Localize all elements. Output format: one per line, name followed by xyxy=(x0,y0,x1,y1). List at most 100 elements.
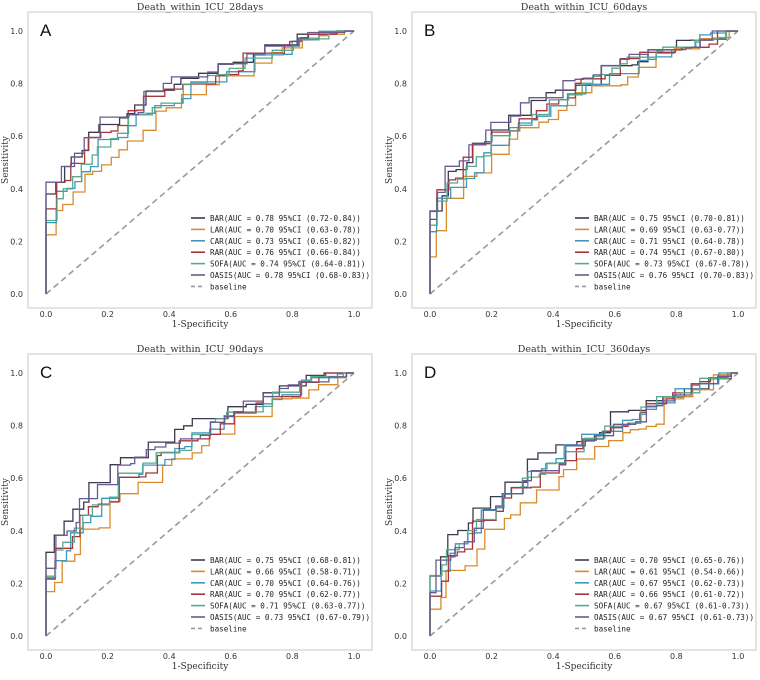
baseline-line xyxy=(429,30,739,295)
legend-label-oasis: OASIS(AUC = 0.78 95%CI (0.68-0.83)) xyxy=(210,271,370,280)
x-axis-label: 1-Specificity xyxy=(172,320,229,330)
roc-curve-sofa xyxy=(429,30,738,294)
y-tick-label: 0.6 xyxy=(394,132,407,141)
y-axis-label: Sensitivity xyxy=(385,477,395,526)
y-tick-label: 0.8 xyxy=(10,80,23,89)
legend-label-baseline: baseline xyxy=(594,624,631,633)
legend-label-car: CAR(AUC = 0.71 95%CI (0.64-0.78)) xyxy=(594,237,745,246)
legend-label-bar: BAR(AUC = 0.78 95%CI (0.72-0.84)) xyxy=(210,214,361,223)
x-tick-label: 0.6 xyxy=(224,652,237,661)
legend-label-rar: RAR(AUC = 0.76 95%CI (0.66-0.84)) xyxy=(210,248,361,257)
x-tick-label: 0.6 xyxy=(608,652,621,661)
chart-title: Death_within_ICU_360days xyxy=(518,344,651,355)
plot-frame xyxy=(27,353,373,651)
legend-label-lar: LAR(AUC = 0.61 95%CI (0.54-0.66)) xyxy=(594,567,745,576)
roc-curve-bar xyxy=(45,372,354,636)
roc-curve-rar xyxy=(429,372,738,636)
x-tick-label: 1.0 xyxy=(348,652,361,661)
legend-label-oasis: OASIS(AUC = 0.73 95%CI (0.67-0.79)) xyxy=(210,613,370,622)
y-axis-label: Sensitivity xyxy=(1,477,11,526)
panel-c: Death_within_ICU_90days C 0.0 0.2 0.4 0.6 0.8 1… xyxy=(1,344,373,672)
x-tick-label: 0.2 xyxy=(101,652,114,661)
y-tick-label: 0.4 xyxy=(10,527,23,536)
panel-b: Death_within_ICU_60days B 0.0 0.2 0.4 0.6 0.8 1… xyxy=(385,2,757,330)
legend-label-oasis: OASIS(AUC = 0.67 95%CI (0.61-0.73)) xyxy=(594,613,754,622)
x-axis-label: 1-Specificity xyxy=(556,662,613,672)
legend-label-sofa: SOFA(AUC = 0.74 95%CI (0.64-0.81)) xyxy=(210,260,365,269)
legend-label-bar: BAR(AUC = 0.70 95%CI (0.65-0.76)) xyxy=(594,556,745,565)
roc-curve-rar xyxy=(45,372,354,636)
x-axis-label: 1-Specificity xyxy=(556,320,613,330)
roc-curve-lar xyxy=(429,30,738,294)
x-tick-label: 0.0 xyxy=(40,652,53,661)
panel-a: Death_within_ICU_28days A 0.0 0.2 0.4 0.6 0.8 1… xyxy=(1,2,373,330)
roc-curve-lar xyxy=(45,372,354,636)
x-tick-label: 0.4 xyxy=(163,652,176,661)
x-axis-label: 1-Specificity xyxy=(172,662,229,672)
legend-label-car: CAR(AUC = 0.70 95%CI (0.64-0.76)) xyxy=(210,579,361,588)
y-tick-label: 0.8 xyxy=(394,422,407,431)
legend-label-rar: RAR(AUC = 0.66 95%CI (0.61-0.72)) xyxy=(594,590,745,599)
y-tick-label: 0.0 xyxy=(10,290,23,299)
chart-title: Death_within_ICU_60days xyxy=(521,2,648,13)
y-tick-label: 0.4 xyxy=(10,185,23,194)
x-tick-label: 1.0 xyxy=(732,310,745,319)
y-axis-label: Sensitivity xyxy=(385,135,395,184)
y-tick-label: 0.2 xyxy=(10,237,23,246)
roc-curve-oasis xyxy=(45,30,354,294)
x-tick-label: 0.8 xyxy=(286,652,299,661)
chart-title: Death_within_ICU_90days xyxy=(137,344,264,355)
panel-letter: D xyxy=(424,363,436,382)
y-tick-label: 0.0 xyxy=(10,632,23,641)
legend-label-lar: LAR(AUC = 0.69 95%CI (0.63-0.77)) xyxy=(594,225,745,234)
y-tick-label: 0.8 xyxy=(394,80,407,89)
y-tick-label: 0.0 xyxy=(394,290,407,299)
roc-curve-oasis xyxy=(429,30,738,294)
legend-label-sofa: SOFA(AUC = 0.71 95%CI (0.63-0.77)) xyxy=(210,602,365,611)
y-tick-label: 0.2 xyxy=(394,237,407,246)
plot-frame xyxy=(411,11,757,309)
x-tick-label: 1.0 xyxy=(732,652,745,661)
y-tick-label: 1.0 xyxy=(10,27,23,36)
y-tick-label: 1.0 xyxy=(394,369,407,378)
legend-label-sofa: SOFA(AUC = 0.73 95%CI (0.67-0.78)) xyxy=(594,260,749,269)
x-tick-label: 0.2 xyxy=(485,310,498,319)
x-tick-label: 0.4 xyxy=(163,310,176,319)
legend-label-rar: RAR(AUC = 0.74 95%CI (0.67-0.80)) xyxy=(594,248,745,257)
x-tick-label: 0.4 xyxy=(547,310,560,319)
x-tick-label: 0.0 xyxy=(40,310,53,319)
x-tick-label: 0.8 xyxy=(670,310,683,319)
plot-frame xyxy=(411,353,757,651)
x-tick-label: 0.8 xyxy=(286,310,299,319)
x-tick-label: 1.0 xyxy=(348,310,361,319)
baseline-line xyxy=(429,372,739,637)
x-tick-label: 0.4 xyxy=(547,652,560,661)
panel-letter: A xyxy=(40,21,52,40)
x-tick-label: 0.2 xyxy=(485,652,498,661)
legend-label-oasis: OASIS(AUC = 0.76 95%CI (0.70-0.83)) xyxy=(594,271,754,280)
legend-label-lar: LAR(AUC = 0.66 95%CI (0.58-0.71)) xyxy=(210,567,361,576)
y-tick-label: 0.6 xyxy=(10,474,23,483)
y-tick-label: 0.4 xyxy=(394,527,407,536)
x-tick-label: 0.0 xyxy=(424,652,437,661)
legend-label-bar: BAR(AUC = 0.75 95%CI (0.68-0.81)) xyxy=(210,556,361,565)
y-tick-label: 0.6 xyxy=(394,474,407,483)
roc-curve-sofa xyxy=(45,372,354,636)
legend-label-baseline: baseline xyxy=(210,624,247,633)
y-axis-label: Sensitivity xyxy=(1,135,11,184)
panel-letter: C xyxy=(40,363,52,382)
x-tick-label: 0.6 xyxy=(224,310,237,319)
y-tick-label: 0.6 xyxy=(10,132,23,141)
panel-d: Death_within_ICU_360days D 0.0 0.2 0.4 0.6 0.8… xyxy=(385,344,757,672)
plot-frame xyxy=(27,11,373,309)
baseline-line xyxy=(45,372,355,637)
legend-label-sofa: SOFA(AUC = 0.67 95%CI (0.61-0.73)) xyxy=(594,602,749,611)
legend-label-baseline: baseline xyxy=(210,282,247,291)
roc-curve-lar xyxy=(429,372,738,636)
x-tick-label: 0.2 xyxy=(101,310,114,319)
roc-curve-oasis xyxy=(429,372,738,636)
legend-label-rar: RAR(AUC = 0.70 95%CI (0.62-0.77)) xyxy=(210,590,361,599)
y-tick-label: 0.4 xyxy=(394,185,407,194)
y-tick-label: 0.2 xyxy=(394,579,407,588)
